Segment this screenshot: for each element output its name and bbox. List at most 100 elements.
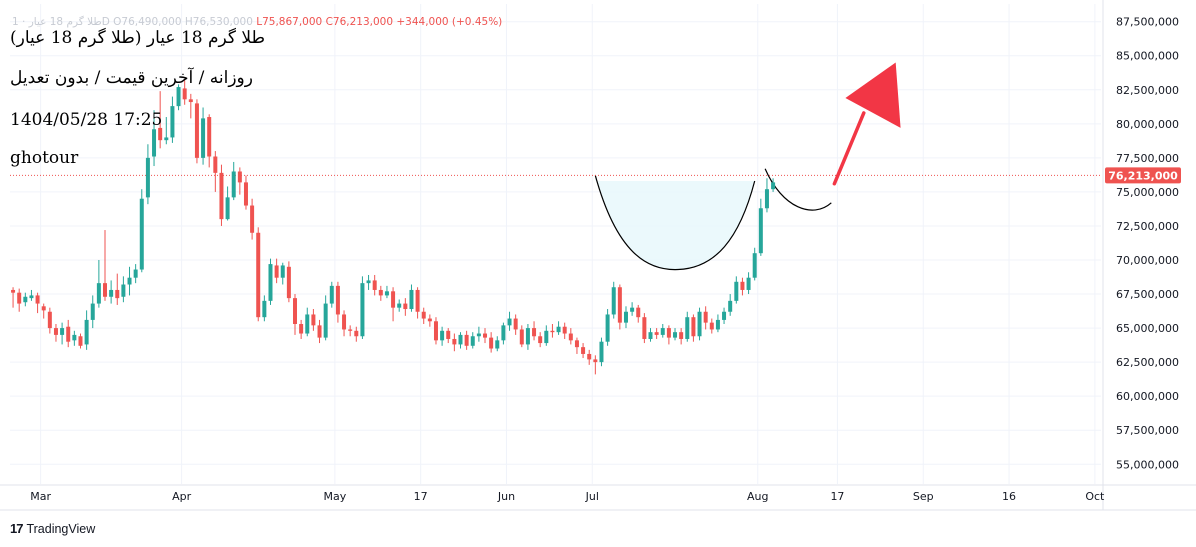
- candle-body: [170, 106, 175, 138]
- x-tick-label: Oct: [1085, 490, 1105, 503]
- candle-body: [599, 341, 604, 363]
- chart-description: روزانه / آخرین قیمت / بدون تعدیل: [10, 68, 253, 88]
- candle-body: [483, 333, 488, 338]
- candle-body: [158, 127, 163, 141]
- candle-body: [587, 353, 592, 360]
- candle-body: [256, 232, 261, 318]
- y-tick-label: 57,500,000: [1116, 424, 1179, 437]
- y-tick-label: 70,000,000: [1116, 254, 1179, 267]
- candle-body: [550, 330, 555, 333]
- cup-fill-area: [595, 175, 755, 270]
- candle-body: [145, 157, 150, 198]
- candle-body: [274, 265, 279, 278]
- ohlc-legend: طلا گرم 18 عیار · 1D O76,490,000 H76,530…: [12, 16, 502, 28]
- y-tick-label: 80,000,000: [1116, 118, 1179, 131]
- candle-body: [311, 314, 316, 326]
- y-tick-label: 62,500,000: [1116, 356, 1179, 369]
- candle-body: [666, 328, 671, 338]
- candle-body: [384, 291, 389, 296]
- candle-body: [501, 325, 506, 341]
- candle-body: [372, 280, 377, 290]
- candle-body: [513, 318, 518, 330]
- grid-lines: [10, 4, 1101, 484]
- candle-body: [286, 266, 291, 299]
- candle-body: [495, 340, 500, 349]
- candle-body: [366, 280, 371, 284]
- x-tick-label: Mar: [30, 490, 51, 503]
- candle-body: [764, 189, 769, 209]
- candle-body: [642, 317, 647, 339]
- candle-body: [722, 311, 727, 320]
- candle-body: [574, 340, 579, 348]
- x-tick-label: Apr: [172, 490, 192, 503]
- candle-body: [507, 318, 512, 326]
- candle-body: [593, 359, 598, 363]
- candle-body: [323, 303, 328, 338]
- candle-body: [746, 277, 751, 290]
- candle-body: [476, 333, 481, 337]
- candle-body: [556, 326, 561, 333]
- candle-body: [219, 172, 224, 220]
- x-tick-label: Jul: [585, 490, 599, 503]
- candle-body: [78, 336, 83, 346]
- candle-body: [630, 307, 635, 312]
- candle-body: [17, 292, 22, 304]
- candle-body: [90, 303, 95, 320]
- candle-body: [691, 317, 696, 337]
- candle-body: [237, 171, 242, 183]
- candle-body: [360, 283, 365, 337]
- chart-source: ghotour: [10, 148, 79, 168]
- candle-body: [299, 324, 304, 334]
- y-tick-label: 77,500,000: [1116, 152, 1179, 165]
- candle-body: [734, 281, 739, 301]
- x-tick-label: Jun: [497, 490, 515, 503]
- candle-body: [544, 330, 549, 344]
- candle-body: [409, 289, 414, 310]
- candle-body: [182, 88, 187, 100]
- candle-body: [250, 205, 255, 233]
- candle-body: [403, 303, 408, 310]
- candle-body: [176, 87, 181, 107]
- candle-body: [697, 311, 702, 337]
- candle-body: [152, 129, 157, 157]
- candle-body: [29, 295, 34, 299]
- change-value: +344,000 (+0.45%): [396, 16, 503, 28]
- candle-body: [317, 325, 322, 338]
- y-tick-label: 87,500,000: [1116, 16, 1179, 29]
- candle-body: [458, 334, 463, 345]
- candle-body: [452, 338, 457, 345]
- candle-body: [752, 253, 757, 278]
- candle-body: [293, 298, 298, 324]
- candle-body: [538, 336, 543, 344]
- candle-body: [771, 182, 776, 190]
- y-tick-label: 72,500,000: [1116, 220, 1179, 233]
- candle-body: [421, 311, 426, 319]
- candle-body: [194, 103, 199, 158]
- candle-body: [207, 117, 212, 157]
- candle-body: [568, 333, 573, 341]
- candle-body: [446, 330, 451, 339]
- candle-body: [525, 328, 530, 345]
- time-axis[interactable]: Mar Apr May 17 Jun Jul Aug 17 Sep 16 Oct: [0, 484, 1196, 511]
- price-axis[interactable]: 55,000,000 57,500,000 60,000,000 62,500,000…: [1102, 0, 1179, 510]
- candle-body: [391, 291, 396, 308]
- candle-body: [378, 289, 383, 296]
- candle-body: [72, 334, 77, 341]
- candle-body: [231, 171, 236, 198]
- cup-curve: [594, 175, 756, 271]
- candle-body: [728, 300, 733, 312]
- y-tick-label: 82,500,000: [1116, 84, 1179, 97]
- candle-body: [11, 289, 16, 293]
- close-value: C76,213,000: [325, 16, 394, 28]
- x-tick-label: May: [323, 490, 346, 503]
- candle-body: [329, 285, 334, 304]
- candle-body: [23, 296, 28, 303]
- tradingview-brand[interactable]: 17 TradingView: [10, 521, 95, 536]
- handle-curve: [764, 168, 832, 211]
- candle-body: [280, 265, 285, 278]
- candle-body: [532, 328, 537, 337]
- candle-body: [121, 284, 126, 297]
- candle-body: [335, 285, 340, 315]
- chart-datetime: 1404/05/28 17:25: [10, 110, 163, 130]
